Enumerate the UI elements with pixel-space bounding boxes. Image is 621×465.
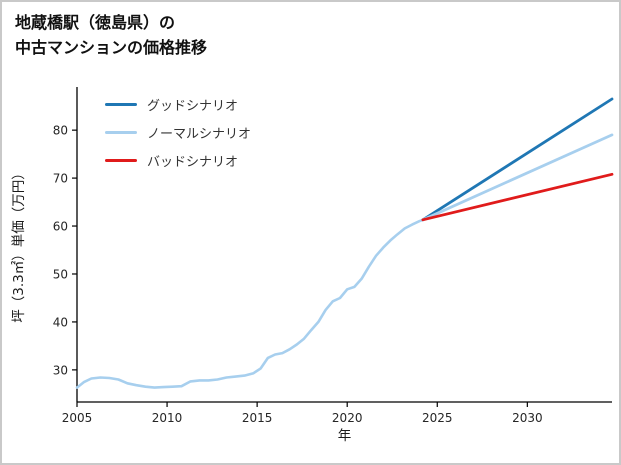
y-tick-label: 80 [53,124,68,138]
x-tick-label: 2010 [152,411,183,425]
x-tick-label: 2005 [62,411,93,425]
legend-swatch [105,102,137,106]
legend-swatch [105,130,137,134]
y-tick-label: 40 [53,315,68,329]
x-tick-label: 2030 [512,411,543,425]
legend-item: バッドシナリオ [105,146,251,174]
y-tick-label: 70 [53,172,68,186]
y-tick-label: 30 [53,363,68,377]
y-tick-label: 60 [53,220,68,234]
y-axis-label: 坪（3.3㎡）単価（万円） [11,166,27,322]
series-line-実績（過去推移） [75,218,425,389]
legend-item: グッドシナリオ [105,90,251,118]
chart-legend: グッドシナリオ ノーマルシナリオ バッドシナリオ [105,90,251,174]
x-axis-label: 年 [338,428,352,444]
series-line-グッドシナリオ [421,97,614,222]
legend-label: グッドシナリオ [147,98,239,114]
legend-item: ノーマルシナリオ [105,118,251,146]
chart-title-line2: 中古マンションの価格推移 [15,37,208,57]
legend-label: ノーマルシナリオ [147,126,252,142]
legend-swatch [105,158,137,162]
chart-title: 地蔵橋駅（徳島県）の中古マンションの価格推移 [15,11,207,61]
x-tick-label: 2020 [332,411,363,425]
chart-title-line1: 地蔵橋駅（徳島県）の [15,13,176,32]
x-tick-label: 2015 [242,411,273,425]
series-line-バッドシナリオ [421,172,614,222]
legend-label: バッドシナリオ [147,154,239,170]
series-line-ノーマルシナリオ [421,133,614,222]
y-tick-label: 50 [53,267,68,281]
x-tick-label: 2025 [422,411,453,425]
